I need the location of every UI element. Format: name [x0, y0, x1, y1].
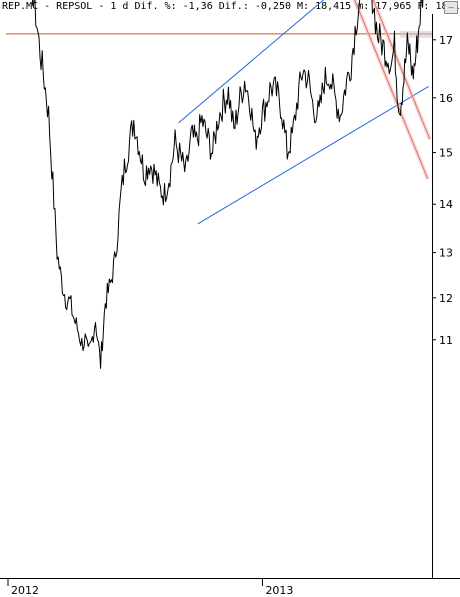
- minimize-icon[interactable]: —: [444, 1, 458, 14]
- trend-line: [354, 0, 429, 179]
- x-tick-label: 2012: [11, 584, 39, 597]
- trend-glow: [352, 0, 430, 180]
- y-tick-label: 14: [439, 198, 453, 211]
- y-tick-label: 13: [439, 247, 453, 260]
- channel-line: [178, 0, 325, 124]
- price-series: [31, 0, 424, 369]
- level-highlight: [400, 30, 432, 38]
- trend-channel: [178, 0, 429, 225]
- down-trend-lines: [352, 0, 432, 180]
- horizontal-levels: 18,518,050: [6, 30, 432, 38]
- y-tick-label: 17: [439, 34, 453, 47]
- channel-line: [197, 86, 429, 225]
- quote-summary: REP.MC - REPSOL - 1 d Dif. %: -1,36 Dif.…: [2, 1, 460, 12]
- y-tick-label: 16: [439, 92, 453, 105]
- x-tick-label: 2013: [265, 584, 293, 597]
- y-tick-label: 12: [439, 292, 453, 305]
- chart-header: REP.MC - REPSOL - 1 d Dif. %: -1,36 Dif.…: [0, 0, 460, 14]
- y-tick-label: 11: [439, 334, 453, 347]
- price-line: [31, 0, 424, 369]
- y-tick-label: 15: [439, 147, 453, 160]
- trend-line: [372, 0, 431, 140]
